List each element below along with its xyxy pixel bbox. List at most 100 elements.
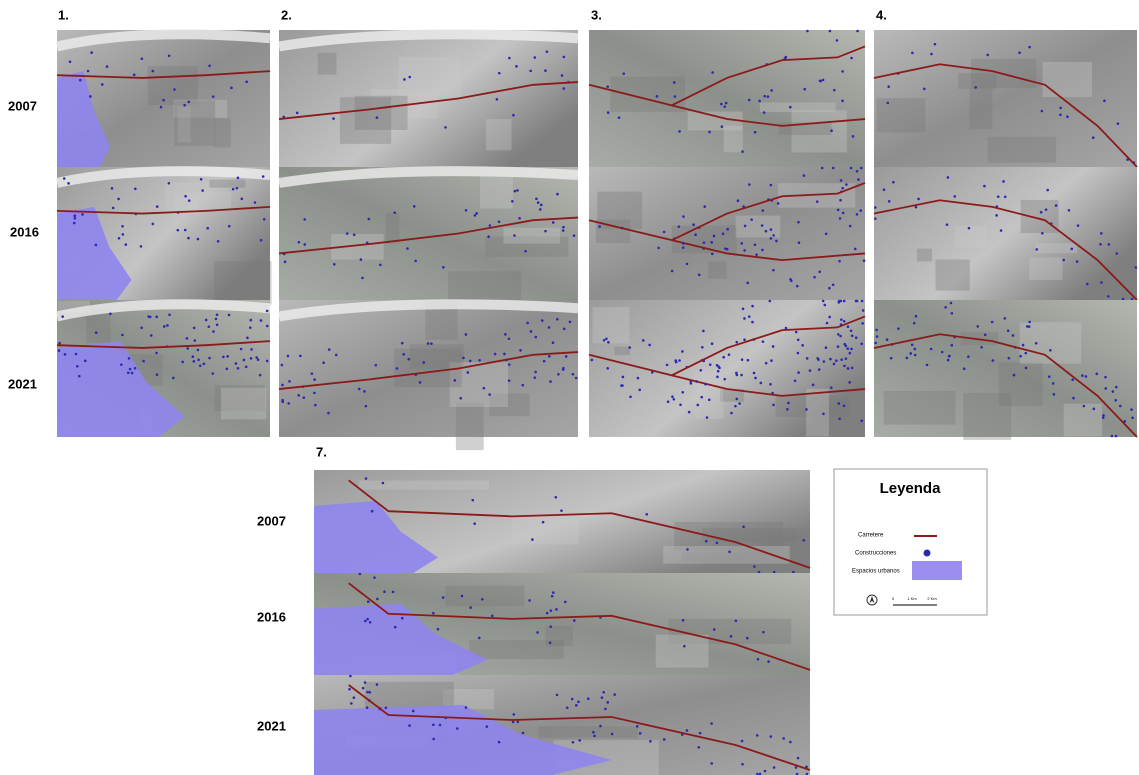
building <box>1119 405 1122 408</box>
building <box>767 95 770 98</box>
field-patch <box>214 261 271 304</box>
building <box>841 70 844 73</box>
building <box>753 565 756 568</box>
field-patch <box>214 118 231 147</box>
building <box>1018 51 1021 54</box>
building <box>883 188 886 191</box>
building <box>437 628 440 631</box>
building <box>181 361 184 364</box>
building <box>67 182 70 185</box>
building <box>833 363 836 366</box>
building <box>604 708 607 711</box>
building <box>575 704 578 707</box>
building <box>365 477 368 480</box>
building <box>663 738 666 741</box>
building <box>346 232 349 235</box>
building <box>839 199 842 202</box>
building <box>748 99 751 102</box>
building <box>534 56 537 59</box>
building <box>859 209 862 212</box>
building <box>539 208 542 211</box>
building <box>469 606 472 609</box>
building <box>763 95 766 98</box>
building <box>556 318 559 321</box>
building <box>1114 399 1117 402</box>
building <box>754 377 757 380</box>
building <box>226 368 229 371</box>
building <box>813 276 816 279</box>
panel-label: 2. <box>281 7 292 22</box>
field-patch <box>1043 62 1092 97</box>
building <box>682 215 685 218</box>
field-patch <box>592 307 629 343</box>
building <box>1024 352 1027 355</box>
building <box>462 357 465 360</box>
building <box>909 352 912 355</box>
building <box>682 246 685 249</box>
building <box>772 404 775 407</box>
building <box>770 89 773 92</box>
building <box>723 105 726 108</box>
building <box>710 241 713 244</box>
building <box>934 43 937 46</box>
building <box>1028 321 1031 324</box>
building <box>528 599 531 602</box>
building <box>703 241 706 244</box>
building <box>75 353 78 356</box>
building <box>770 184 773 187</box>
building <box>552 221 555 224</box>
building <box>671 395 674 398</box>
building <box>606 85 609 88</box>
building <box>1040 211 1043 214</box>
building <box>266 360 269 363</box>
building <box>548 326 551 329</box>
building <box>328 348 331 351</box>
building <box>923 88 926 91</box>
building <box>828 316 831 319</box>
building <box>141 57 144 60</box>
building <box>465 706 468 709</box>
building <box>522 732 525 735</box>
building <box>746 282 749 285</box>
building <box>754 131 757 134</box>
building <box>1102 416 1105 419</box>
building <box>818 270 821 273</box>
building <box>754 243 757 246</box>
building <box>246 337 249 340</box>
building <box>974 86 977 89</box>
field-patch <box>760 103 836 113</box>
building <box>681 350 684 353</box>
building <box>725 102 728 105</box>
building <box>805 408 808 411</box>
legend-urban <box>912 561 962 580</box>
building <box>552 591 555 594</box>
building <box>842 212 845 215</box>
building <box>573 619 576 622</box>
building <box>750 218 753 221</box>
building <box>371 510 374 513</box>
building <box>876 335 879 338</box>
building <box>1059 107 1062 110</box>
building <box>1104 387 1107 390</box>
building <box>730 635 733 638</box>
building <box>695 380 698 383</box>
building <box>87 70 90 73</box>
building <box>572 741 575 744</box>
building <box>694 233 697 236</box>
building <box>303 396 306 399</box>
building <box>432 723 435 726</box>
building <box>792 571 795 574</box>
building <box>160 106 163 109</box>
building <box>496 98 499 101</box>
building <box>830 129 833 132</box>
building <box>709 363 712 366</box>
building <box>697 746 700 749</box>
building <box>761 224 764 227</box>
building <box>636 725 639 728</box>
building <box>205 319 208 322</box>
building <box>95 331 98 334</box>
building <box>498 72 501 75</box>
building <box>772 269 775 272</box>
building <box>133 74 136 77</box>
building <box>843 365 846 368</box>
